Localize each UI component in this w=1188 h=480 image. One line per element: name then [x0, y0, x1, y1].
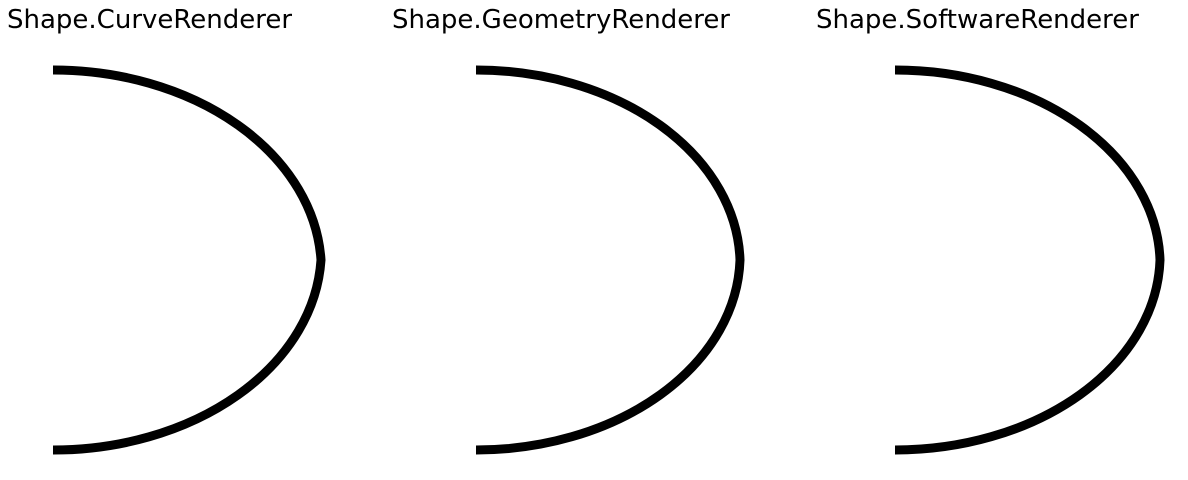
geometry-renderer-panel: Shape.GeometryRenderer: [396, 0, 792, 480]
arc-shape: [792, 0, 1188, 480]
arc-stroke: [476, 70, 740, 450]
arc-shape: [0, 0, 396, 480]
software-renderer-panel: Shape.SoftwareRenderer: [792, 0, 1188, 480]
arc-stroke: [53, 70, 321, 450]
curve-renderer-panel: Shape.CurveRenderer: [0, 0, 396, 480]
arc-shape: [396, 0, 792, 480]
arc-stroke: [895, 70, 1160, 450]
